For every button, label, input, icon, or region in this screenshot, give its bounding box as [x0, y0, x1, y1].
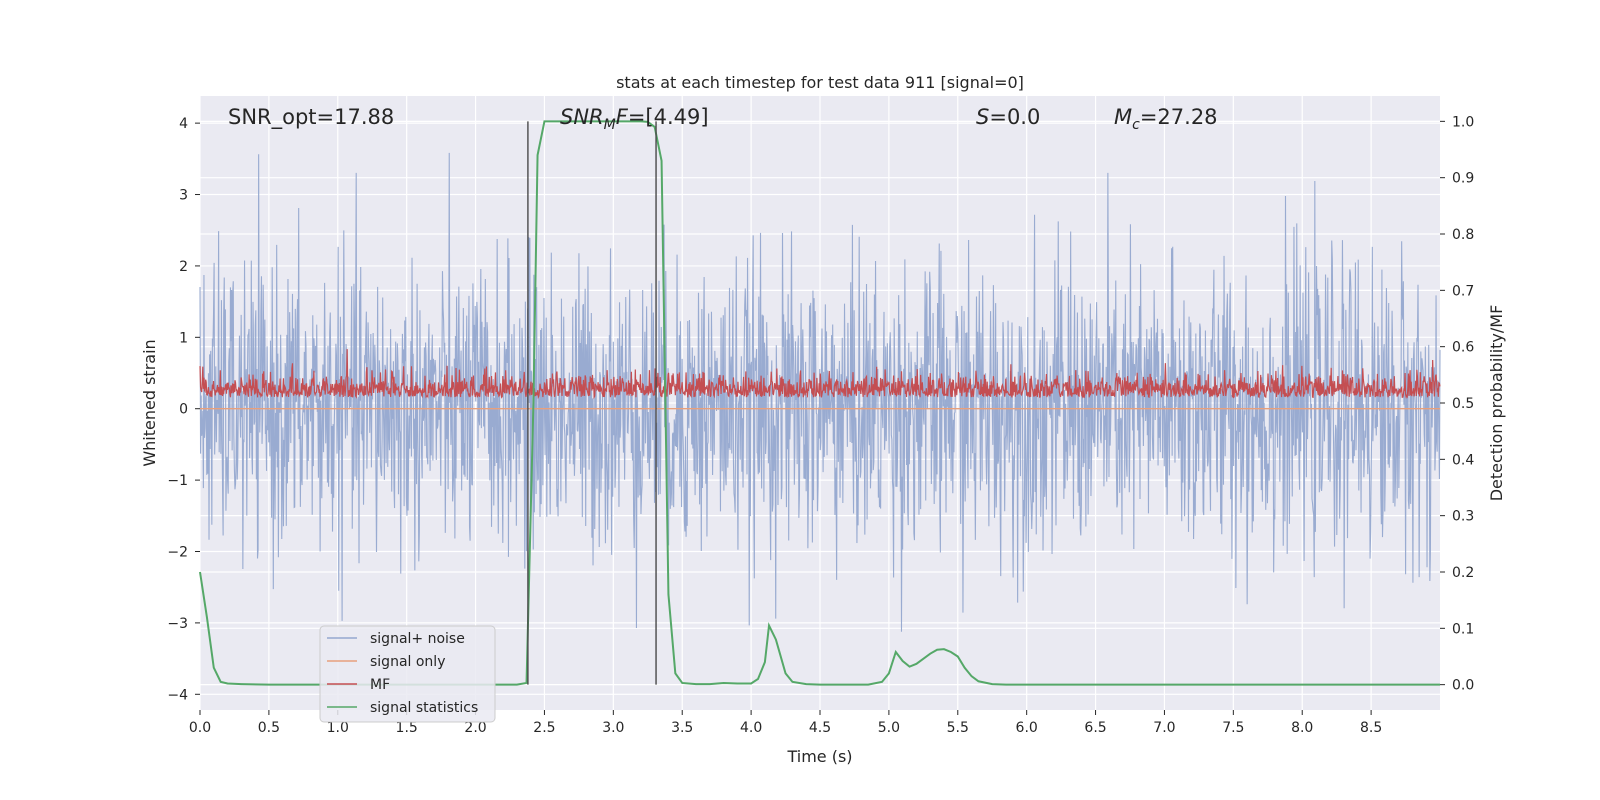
series-layer: [199, 120, 1441, 686]
annotation-mc-value: =27.28: [1140, 105, 1218, 129]
yr-tick-label-9: 0.9: [1452, 171, 1474, 187]
yr-tick-label-8: 0.8: [1452, 227, 1474, 243]
x-tick-label-13: 6.5: [1084, 720, 1106, 736]
y-axis-label-left: Whitened strain: [140, 339, 159, 466]
yl-tick-label-6: 2: [179, 259, 188, 275]
annotation-snr-mf-prefix: SNR: [560, 105, 604, 129]
yl-tick-label-1: −3: [167, 616, 188, 632]
y-axis-label-right: Detection probability/MF: [1487, 305, 1506, 502]
x-tick-label-5: 2.5: [533, 720, 555, 736]
annotation-snr-mf-value: =[4.49]: [628, 105, 709, 129]
annotation-snr-mf-tail: F: [616, 105, 629, 129]
legend-label-signal-statistics: signal statistics: [370, 700, 478, 716]
legend-entry-signal-only: signal only: [327, 654, 445, 670]
x-tick-label-12: 6.0: [1016, 720, 1038, 736]
x-tick-label-3: 1.5: [396, 720, 418, 736]
x-tick-label-6: 3.0: [602, 720, 624, 736]
annotation-snr-mf: SNRMF=[4.49]: [560, 105, 709, 133]
legend-entry-signal-statistics: signal statistics: [327, 700, 478, 716]
x-tick-label-7: 3.5: [671, 720, 693, 736]
x-tick-label-4: 2.0: [464, 720, 486, 736]
annotation-mc: Mc=27.28: [1114, 105, 1218, 133]
yr-tick-label-5: 0.5: [1452, 396, 1474, 412]
x-tick-label-16: 8.0: [1291, 720, 1313, 736]
legend-label-mf: MF: [370, 677, 390, 693]
ticks: 0.0 0.5 1.0 1.5 2.0 2.5 3.0 3.5 4.0 4.5 5.0 5.5 6.0 6…: [167, 114, 1474, 736]
x-tick-label-17: 8.5: [1360, 720, 1382, 736]
yr-tick-label-1: 0.1: [1452, 621, 1474, 637]
yr-tick-label-6: 0.6: [1452, 340, 1474, 356]
yr-tick-label-7: 0.7: [1452, 283, 1474, 299]
x-tick-label-9: 4.5: [809, 720, 831, 736]
annotation-s-symbol: S: [976, 105, 989, 129]
yl-tick-label-2: −2: [167, 545, 188, 561]
vertical-markers: [527, 121, 657, 685]
annotation-mc-sub: c: [1132, 117, 1140, 133]
legend: signal+ noise signal only MF signal stat…: [319, 625, 496, 723]
x-tick-label-10: 5.0: [878, 720, 900, 736]
series-signal-noise: [199, 152, 1441, 632]
yr-tick-label-4: 0.4: [1452, 452, 1474, 468]
yr-tick-label-0: 0.0: [1452, 678, 1474, 694]
legend-entry-signal-noise: signal+ noise: [327, 631, 465, 647]
x-tick-label-1: 0.5: [258, 720, 280, 736]
chart-title: stats at each timestep for test data 911…: [616, 73, 1024, 92]
yl-tick-label-3: −1: [167, 473, 188, 489]
series-mf: [199, 349, 1441, 400]
annotation-s: S=0.0: [976, 105, 1040, 129]
yl-tick-label-7: 3: [179, 188, 188, 204]
yl-tick-label-4: 0: [179, 402, 188, 418]
x-tick-label-2: 1.0: [327, 720, 349, 736]
legend-label-signal-only: signal only: [370, 654, 445, 670]
yr-tick-label-3: 0.3: [1452, 509, 1474, 525]
legend-box: [319, 625, 496, 723]
annotation-mc-symbol: M: [1114, 105, 1132, 129]
x-tick-label-11: 5.5: [947, 720, 969, 736]
x-tick-label-14: 7.0: [1153, 720, 1175, 736]
annotation-snr-mf-sub: M: [604, 117, 616, 133]
annotation-snr-opt: SNR_opt=17.88: [228, 105, 394, 130]
x-tick-label-8: 4.0: [740, 720, 762, 736]
yl-tick-label-5: 1: [179, 330, 188, 346]
x-tick-label-15: 7.5: [1222, 720, 1244, 736]
x-tick-label-0: 0.0: [189, 720, 211, 736]
annotation-s-value: =0.0: [989, 105, 1040, 129]
series-signal-statistics: [199, 120, 1440, 686]
yr-tick-label-2: 0.2: [1452, 565, 1474, 581]
legend-entry-mf: MF: [327, 677, 390, 693]
legend-label-signal-noise: signal+ noise: [370, 631, 465, 647]
yl-tick-label-0: −4: [167, 687, 188, 703]
yr-tick-label-10: 1.0: [1452, 114, 1474, 130]
x-axis-label: Time (s): [786, 747, 852, 766]
yl-tick-label-8: 4: [179, 116, 188, 132]
